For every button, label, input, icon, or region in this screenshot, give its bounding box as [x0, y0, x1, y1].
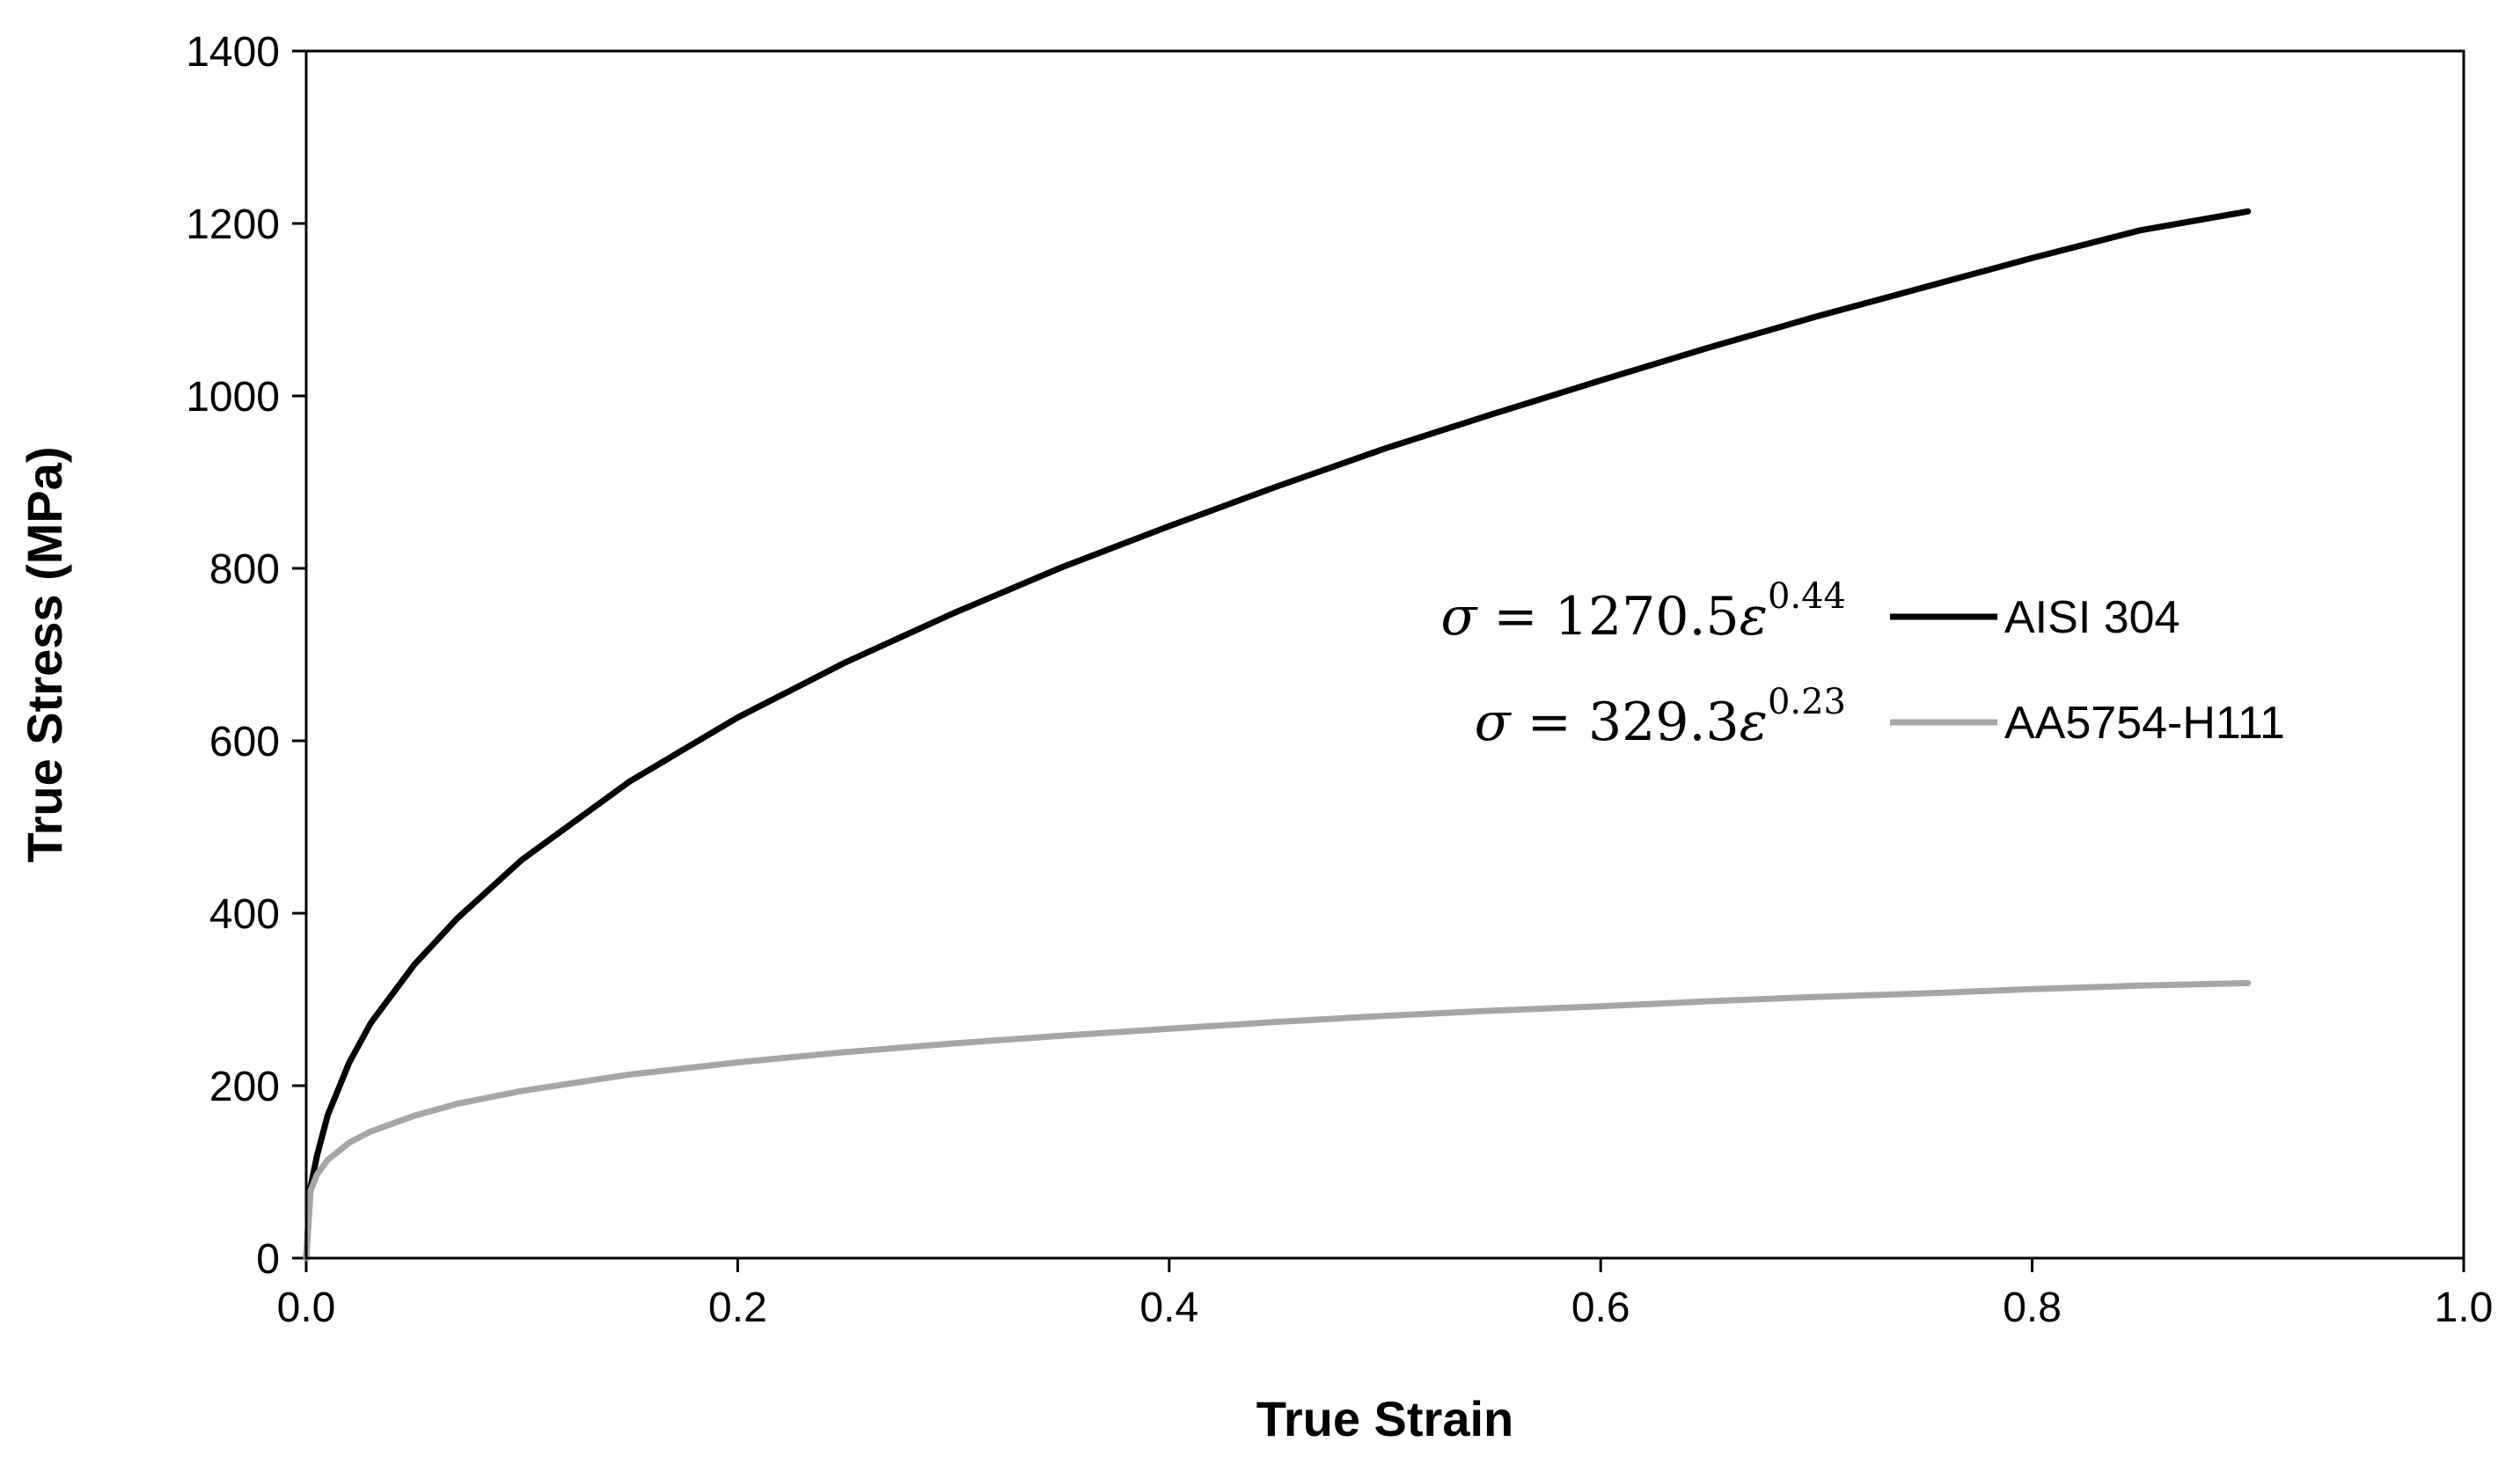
legend-label-aisi-304: AISI 304: [2004, 592, 2179, 643]
y-tick-label: 400: [209, 891, 280, 938]
series-line-aa5754-h111: [303, 979, 2252, 1262]
equation-sigma: σ: [1440, 586, 1478, 648]
equation-sigma: σ: [1475, 692, 1513, 753]
y-tick-label: 1200: [186, 201, 280, 248]
equation-exponent: 0.23: [1768, 682, 1846, 722]
equation-coefficient: 1270.5: [1555, 586, 1740, 648]
x-tick-label: 0.6: [1571, 1285, 1630, 1331]
y-tick-label: 1400: [186, 29, 280, 76]
x-axis-ticks: 0.0 0.2 0.4 0.6 0.8 1.0: [277, 1258, 2494, 1331]
equation-aisi-304: σ = 1270.5ε0.44: [1440, 576, 1846, 648]
equation-epsilon: ε: [1740, 586, 1768, 648]
x-tick-label: 0.0: [277, 1285, 336, 1331]
equation-epsilon: ε: [1740, 692, 1768, 753]
series-lines: [303, 208, 2252, 1262]
equation-coefficient: 329.3: [1588, 692, 1740, 753]
y-tick-label: 0: [256, 1236, 280, 1283]
x-tick-label: 0.8: [2003, 1285, 2062, 1331]
series-line-aisi-304: [303, 208, 2252, 1262]
equation-equals: =: [1511, 692, 1588, 753]
y-tick-label: 200: [209, 1064, 280, 1110]
equation-aa5754-h111: σ = 329.3ε0.23: [1475, 682, 1846, 753]
y-tick-label: 600: [209, 719, 280, 765]
x-tick-label: 1.0: [2435, 1285, 2494, 1331]
legend-label-aa5754-h111: AA5754-H111: [2004, 698, 2285, 749]
y-axis-ticks: 0 200 400 600 800 1000 1200 1400: [186, 29, 306, 1283]
x-tick-label: 0.2: [708, 1285, 767, 1331]
y-axis-title: True Stress (MPa): [17, 446, 72, 862]
plot-area-frame: [304, 49, 2465, 1260]
x-axis-title: True Strain: [1256, 1391, 1514, 1446]
y-tick-label: 1000: [186, 374, 280, 421]
equation-equals: =: [1476, 586, 1554, 648]
x-tick-label: 0.4: [1139, 1285, 1198, 1331]
equation-exponent: 0.44: [1768, 576, 1846, 617]
y-tick-label: 800: [209, 546, 280, 593]
